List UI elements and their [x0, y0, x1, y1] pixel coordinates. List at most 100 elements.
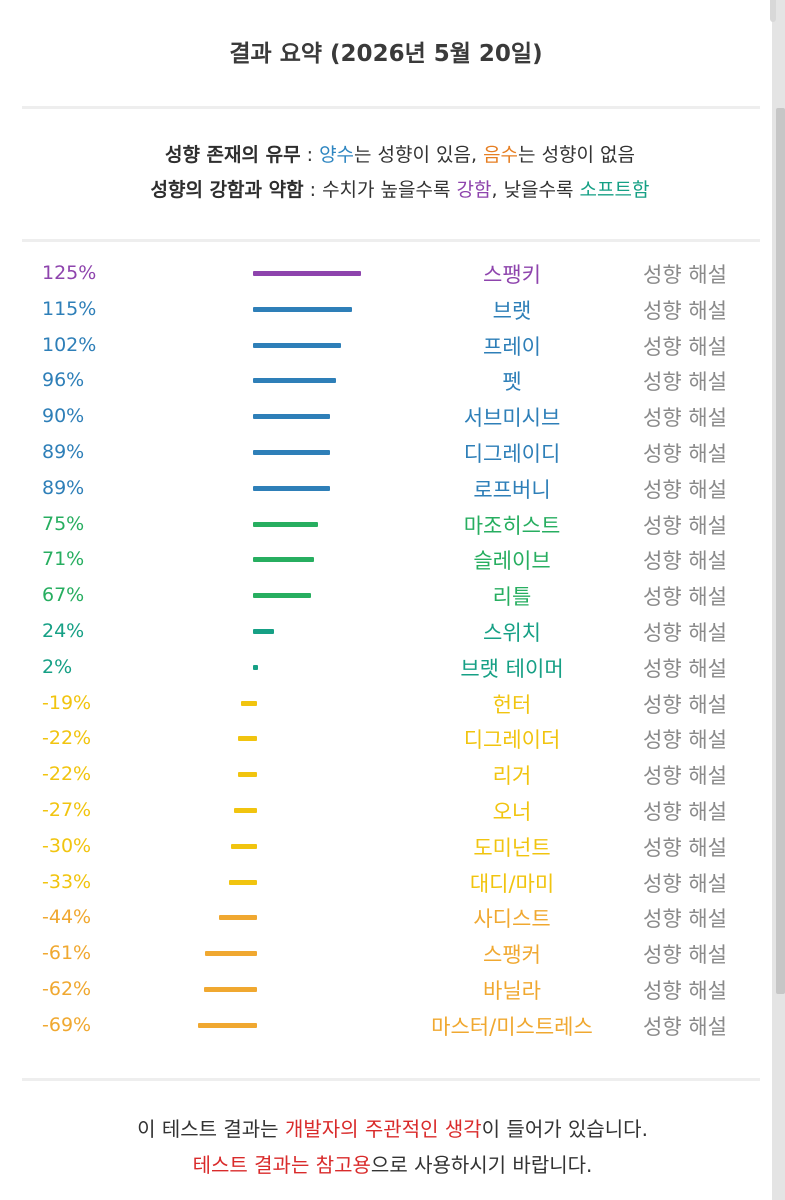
result-percentage: -44% [42, 906, 92, 929]
result-name-link[interactable]: 마스터/미스트레스 [431, 1014, 593, 1039]
result-explain-link[interactable]: 성향 해설 [643, 835, 727, 860]
result-explain-link[interactable]: 성향 해설 [643, 513, 727, 538]
result-bar [253, 664, 258, 670]
result-name-link[interactable]: 리거 [492, 764, 532, 789]
result-percentage: -62% [42, 977, 92, 1000]
result-row: 102% 프레이 성향 해설 [0, 330, 772, 366]
result-row: -69% 마스터/미스트레스 성향 해설 [0, 1010, 772, 1046]
result-explain-link[interactable]: 성향 해설 [643, 549, 727, 574]
result-row: 125% 스팽키 성향 해설 [0, 258, 772, 294]
result-bar [253, 628, 274, 634]
result-explain-link[interactable]: 성향 해설 [643, 441, 727, 466]
result-percentage: -22% [42, 727, 92, 750]
result-bar [253, 485, 330, 491]
result-name-link[interactable]: 브랫 테이머 [460, 656, 564, 681]
legend-strength: 성향의 강함과 약함 : 수치가 높을수록 강함, 낮을수록 소프트함 [0, 175, 785, 202]
result-row: -27% 오너 성향 해설 [0, 795, 772, 831]
result-explain-link[interactable]: 성향 해설 [643, 943, 727, 968]
result-explain-link[interactable]: 성향 해설 [643, 620, 727, 645]
result-row: 89% 디그레이디 성향 해설 [0, 437, 772, 473]
result-row: -22% 디그레이더 성향 해설 [0, 723, 772, 759]
legend-strength-text-b: , 낮을수록 [491, 179, 580, 201]
result-name-link[interactable]: 바닐라 [483, 978, 541, 1003]
result-bar [203, 986, 257, 992]
result-name-link[interactable]: 펫 [502, 370, 522, 395]
result-percentage: -61% [42, 942, 92, 965]
result-name-link[interactable]: 스위치 [483, 620, 541, 645]
result-explain-link[interactable]: 성향 해설 [643, 406, 727, 431]
result-row: -33% 대디/마미 성향 해설 [0, 867, 772, 903]
result-explain-link[interactable]: 성향 해설 [643, 585, 727, 610]
result-row: 90% 서브미시브 성향 해설 [0, 401, 772, 437]
result-row: 24% 스위치 성향 해설 [0, 616, 772, 652]
legend-separator: : [303, 179, 323, 201]
result-name-link[interactable]: 슬레이브 [473, 549, 551, 574]
result-explain-link[interactable]: 성향 해설 [643, 907, 727, 932]
result-bar [253, 593, 311, 599]
scrollbar-thumb[interactable] [776, 108, 785, 994]
result-name-link[interactable]: 오너 [492, 799, 532, 824]
result-name-link[interactable]: 브랫 [492, 298, 532, 323]
divider-middle [22, 239, 760, 242]
result-explain-link[interactable]: 성향 해설 [643, 334, 727, 359]
result-bar [238, 736, 257, 742]
result-explain-link[interactable]: 성향 해설 [643, 978, 727, 1003]
footer-highlight: 테스트 결과는 참고용 [192, 1153, 371, 1177]
result-explain-link[interactable]: 성향 해설 [643, 1014, 727, 1039]
result-row: 96% 펫 성향 해설 [0, 365, 772, 401]
result-row: -44% 사디스트 성향 해설 [0, 902, 772, 938]
result-percentage: 96% [42, 369, 85, 392]
result-percentage: 75% [42, 512, 85, 535]
result-bar [253, 342, 341, 348]
result-explain-link[interactable]: 성향 해설 [643, 799, 727, 824]
result-name-link[interactable]: 스팽커 [483, 943, 541, 968]
page-title: 결과 요약 (2026년 5월 20일) [229, 41, 543, 67]
legend-existence-label: 성향 존재의 유무 [164, 144, 301, 166]
result-name-link[interactable]: 프레이 [483, 334, 541, 359]
result-explain-link[interactable]: 성향 해설 [643, 871, 727, 896]
result-row: -62% 바닐라 성향 해설 [0, 974, 772, 1010]
result-bar [219, 915, 257, 921]
result-name-link[interactable]: 도미넌트 [473, 835, 551, 860]
result-percentage: -22% [42, 763, 92, 786]
result-bar [240, 700, 257, 706]
result-explain-link[interactable]: 성향 해설 [643, 692, 727, 717]
result-bar [238, 772, 257, 778]
result-name-link[interactable]: 리틀 [492, 585, 532, 610]
result-bar [233, 807, 257, 813]
result-row: -19% 헌터 성향 해설 [0, 688, 772, 724]
result-bar [253, 271, 361, 276]
result-explain-link[interactable]: 성향 해설 [643, 764, 727, 789]
result-name-link[interactable]: 로프버니 [473, 477, 551, 502]
result-percentage: -33% [42, 870, 92, 893]
result-percentage: -19% [42, 691, 92, 714]
result-name-link[interactable]: 헌터 [492, 692, 532, 717]
result-name-link[interactable]: 디그레이디 [463, 441, 561, 466]
result-name-link[interactable]: 스팽키 [483, 263, 541, 287]
result-explain-link[interactable]: 성향 해설 [643, 263, 727, 287]
result-name-link[interactable]: 서브미시브 [463, 406, 561, 431]
result-name-link[interactable]: 대디/마미 [469, 871, 555, 896]
result-explain-link[interactable]: 성향 해설 [643, 656, 727, 681]
footer-highlight: 개발자의 주관적인 생각 [284, 1117, 482, 1141]
result-explain-link[interactable]: 성향 해설 [643, 370, 727, 395]
result-explain-link[interactable]: 성향 해설 [643, 298, 727, 323]
result-bar [253, 557, 315, 563]
result-row: -61% 스팽커 성향 해설 [0, 938, 772, 974]
result-percentage: 2% [42, 655, 73, 678]
result-bar [204, 951, 257, 957]
result-name-link[interactable]: 사디스트 [473, 907, 551, 932]
result-explain-link[interactable]: 성향 해설 [643, 477, 727, 502]
result-explain-link[interactable]: 성향 해설 [643, 728, 727, 753]
footer-disclaimer-1: 이 테스트 결과는 개발자의 주관적인 생각이 들어가 있습니다. [0, 1113, 785, 1142]
result-percentage: 89% [42, 440, 85, 463]
footer-disclaimer-2: 테스트 결과는 참고용으로 사용하시기 바랍니다. [0, 1149, 785, 1178]
result-name-link[interactable]: 디그레이더 [463, 728, 561, 753]
result-row: 89% 로프버니 성향 해설 [0, 473, 772, 509]
footer-text: 이 테스트 결과는 [137, 1117, 285, 1141]
footer-text: 이 들어가 있습니다. [481, 1117, 648, 1141]
result-name-link[interactable]: 마조히스트 [463, 513, 561, 538]
result-bar [231, 843, 257, 849]
divider-top [22, 106, 760, 109]
